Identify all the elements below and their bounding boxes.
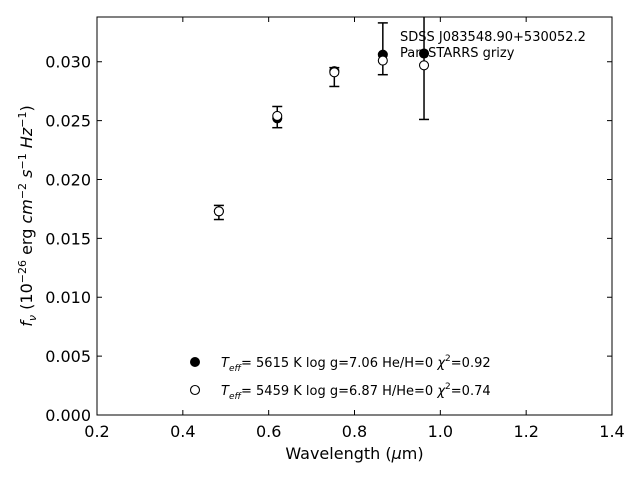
model-point-open: [418, 60, 430, 71]
x-tick-label: 1.2: [513, 422, 538, 441]
annotation-object-name: SDSS J083548.90+530052.2: [400, 30, 586, 45]
model-point-open: [272, 110, 283, 121]
x-tick-label: 0.2: [84, 422, 109, 441]
data-points: [213, 48, 430, 217]
legend-label-1: Teff= 5615 K log g=7.06 He/H=0 χ2=0.92: [221, 354, 491, 374]
error-bars: [213, 17, 430, 221]
legend-marker-open: [189, 384, 201, 396]
legend: Teff= 5615 K log g=7.06 He/H=0 χ2=0.92 T…: [189, 354, 491, 402]
x-tick-label: 0.4: [170, 422, 195, 441]
x-tick-label: 0.6: [256, 422, 281, 441]
x-tick-label: 1.4: [599, 422, 624, 441]
axis-ticks: [96, 17, 613, 416]
y-tick-label: 0.025: [45, 112, 91, 131]
legend-marker-filled: [190, 357, 200, 367]
y-tick-label: 0.020: [45, 170, 91, 189]
x-tick-label: 1.0: [428, 422, 453, 441]
axis-tick-labels: 0.2 0.4 0.6 0.8 1.0 1.2 1.4 0.000 0.005 0.010 0.01…: [45, 53, 625, 441]
legend-label-2: Teff= 5459 K log g=6.87 H/He=0 χ2=0.74: [221, 382, 491, 402]
model-point-open: [377, 55, 388, 66]
model-point-open: [213, 206, 224, 217]
y-tick-label: 0.015: [45, 229, 91, 248]
y-tick-label: 0.000: [45, 406, 91, 425]
model-point-filled: [418, 48, 430, 59]
legend-entry-1: Teff= 5615 K log g=7.06 He/H=0 χ2=0.92: [190, 354, 491, 374]
y-tick-label: 0.030: [45, 53, 91, 72]
x-axis-label: Wavelength (μm): [285, 444, 423, 463]
y-axis-label: fν (10−26 erg cm−2 s−1 Hz−1): [16, 105, 39, 326]
x-tick-label: 0.8: [342, 422, 367, 441]
annotation-survey: Pan-STARRS grizy: [400, 46, 515, 61]
model-point-open: [329, 67, 340, 78]
y-tick-label: 0.005: [45, 347, 91, 366]
legend-entry-2: Teff= 5459 K log g=6.87 H/He=0 χ2=0.74: [189, 382, 491, 402]
y-tick-label: 0.010: [45, 288, 91, 307]
